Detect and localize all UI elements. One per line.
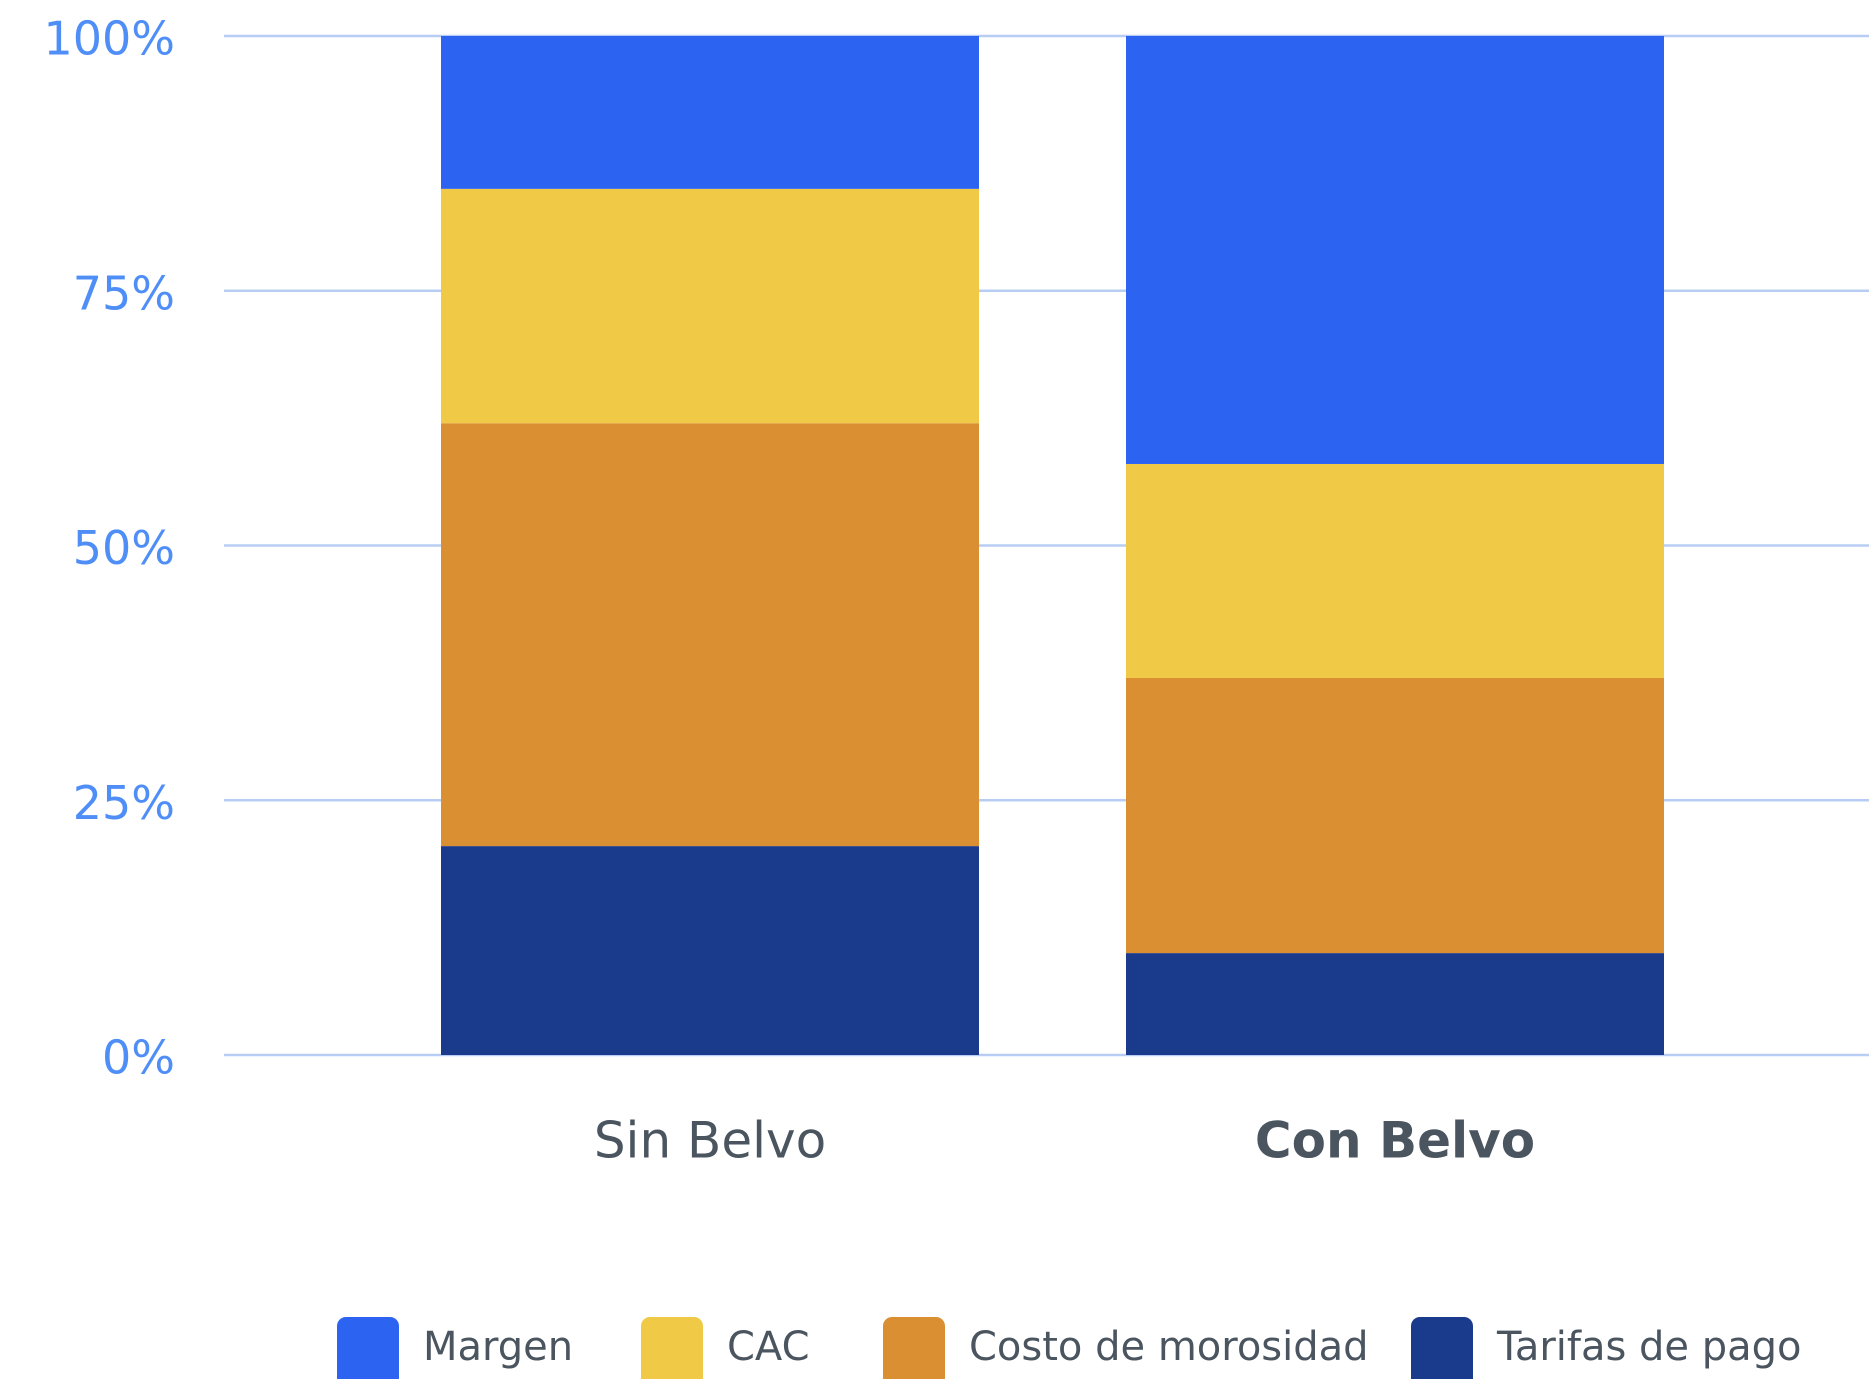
bar-segment	[1126, 36, 1664, 464]
bar-segment	[441, 846, 979, 1055]
bar-stack	[441, 36, 979, 1055]
legend-label: Costo de morosidad	[969, 1324, 1369, 1370]
bar-segment	[441, 423, 979, 847]
bar-segment	[1126, 677, 1664, 954]
y-tick-label: 75%	[73, 266, 175, 320]
legend-swatch	[337, 1317, 399, 1379]
bar-segment	[1126, 463, 1664, 678]
legend-swatch	[1411, 1317, 1473, 1379]
y-tick-label: 50%	[73, 521, 175, 575]
y-tick-label: 100%	[43, 12, 175, 66]
x-tick-label: Sin Belvo	[594, 1112, 826, 1170]
y-tick-label: 25%	[73, 776, 175, 830]
bar-segment	[1126, 953, 1664, 1055]
legend-label: Tarifas de pago	[1496, 1324, 1802, 1370]
legend-label: Margen	[423, 1324, 573, 1370]
bar-segment	[441, 36, 979, 189]
legend-swatch	[883, 1317, 945, 1379]
legend-label: CAC	[727, 1324, 810, 1370]
y-tick-label: 0%	[102, 1031, 175, 1085]
x-tick-label: Con Belvo	[1255, 1112, 1535, 1170]
legend-swatch	[641, 1317, 703, 1379]
bar-stack	[1126, 36, 1664, 1055]
bar-segment	[441, 188, 979, 424]
